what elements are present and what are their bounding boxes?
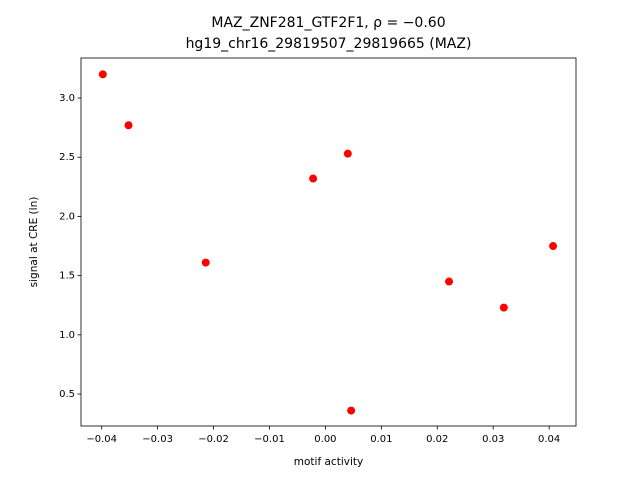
y-tick-label: 1.5 (59, 271, 75, 282)
point (445, 277, 454, 286)
x-tick-label: −0.01 (254, 434, 285, 445)
y-tick-label: 1.0 (59, 330, 75, 341)
x-tick-label: −0.03 (142, 434, 173, 445)
x-tick-label: 0.02 (426, 434, 448, 445)
point (347, 406, 356, 415)
point (98, 70, 107, 79)
point (549, 242, 558, 251)
y-tick-label: 0.5 (59, 389, 75, 400)
x-axis-label: motif activity (294, 456, 363, 468)
y-tick-label: 2.0 (59, 211, 75, 222)
point (124, 121, 133, 130)
chart-title: MAZ_ZNF281_GTF2F1, ρ = −0.60 (211, 15, 445, 31)
y-axis-label: signal at CRE (ln) (28, 197, 40, 288)
point (201, 258, 210, 267)
y-tick-label: 2.5 (59, 152, 75, 163)
x-tick-label: −0.02 (198, 434, 229, 445)
point (499, 303, 508, 312)
plot-frame (80, 57, 577, 427)
chart-subtitle: hg19_chr16_29819507_29819665 (MAZ) (186, 36, 472, 52)
x-tick-label: 0.00 (314, 434, 336, 445)
point (343, 149, 352, 158)
point (309, 174, 318, 183)
y-tick-label: 3.0 (59, 93, 75, 104)
x-tick-label: 0.03 (482, 434, 504, 445)
x-tick-label: −0.04 (86, 434, 117, 445)
x-tick-label: 0.01 (370, 434, 392, 445)
x-tick-label: 0.04 (538, 434, 560, 445)
